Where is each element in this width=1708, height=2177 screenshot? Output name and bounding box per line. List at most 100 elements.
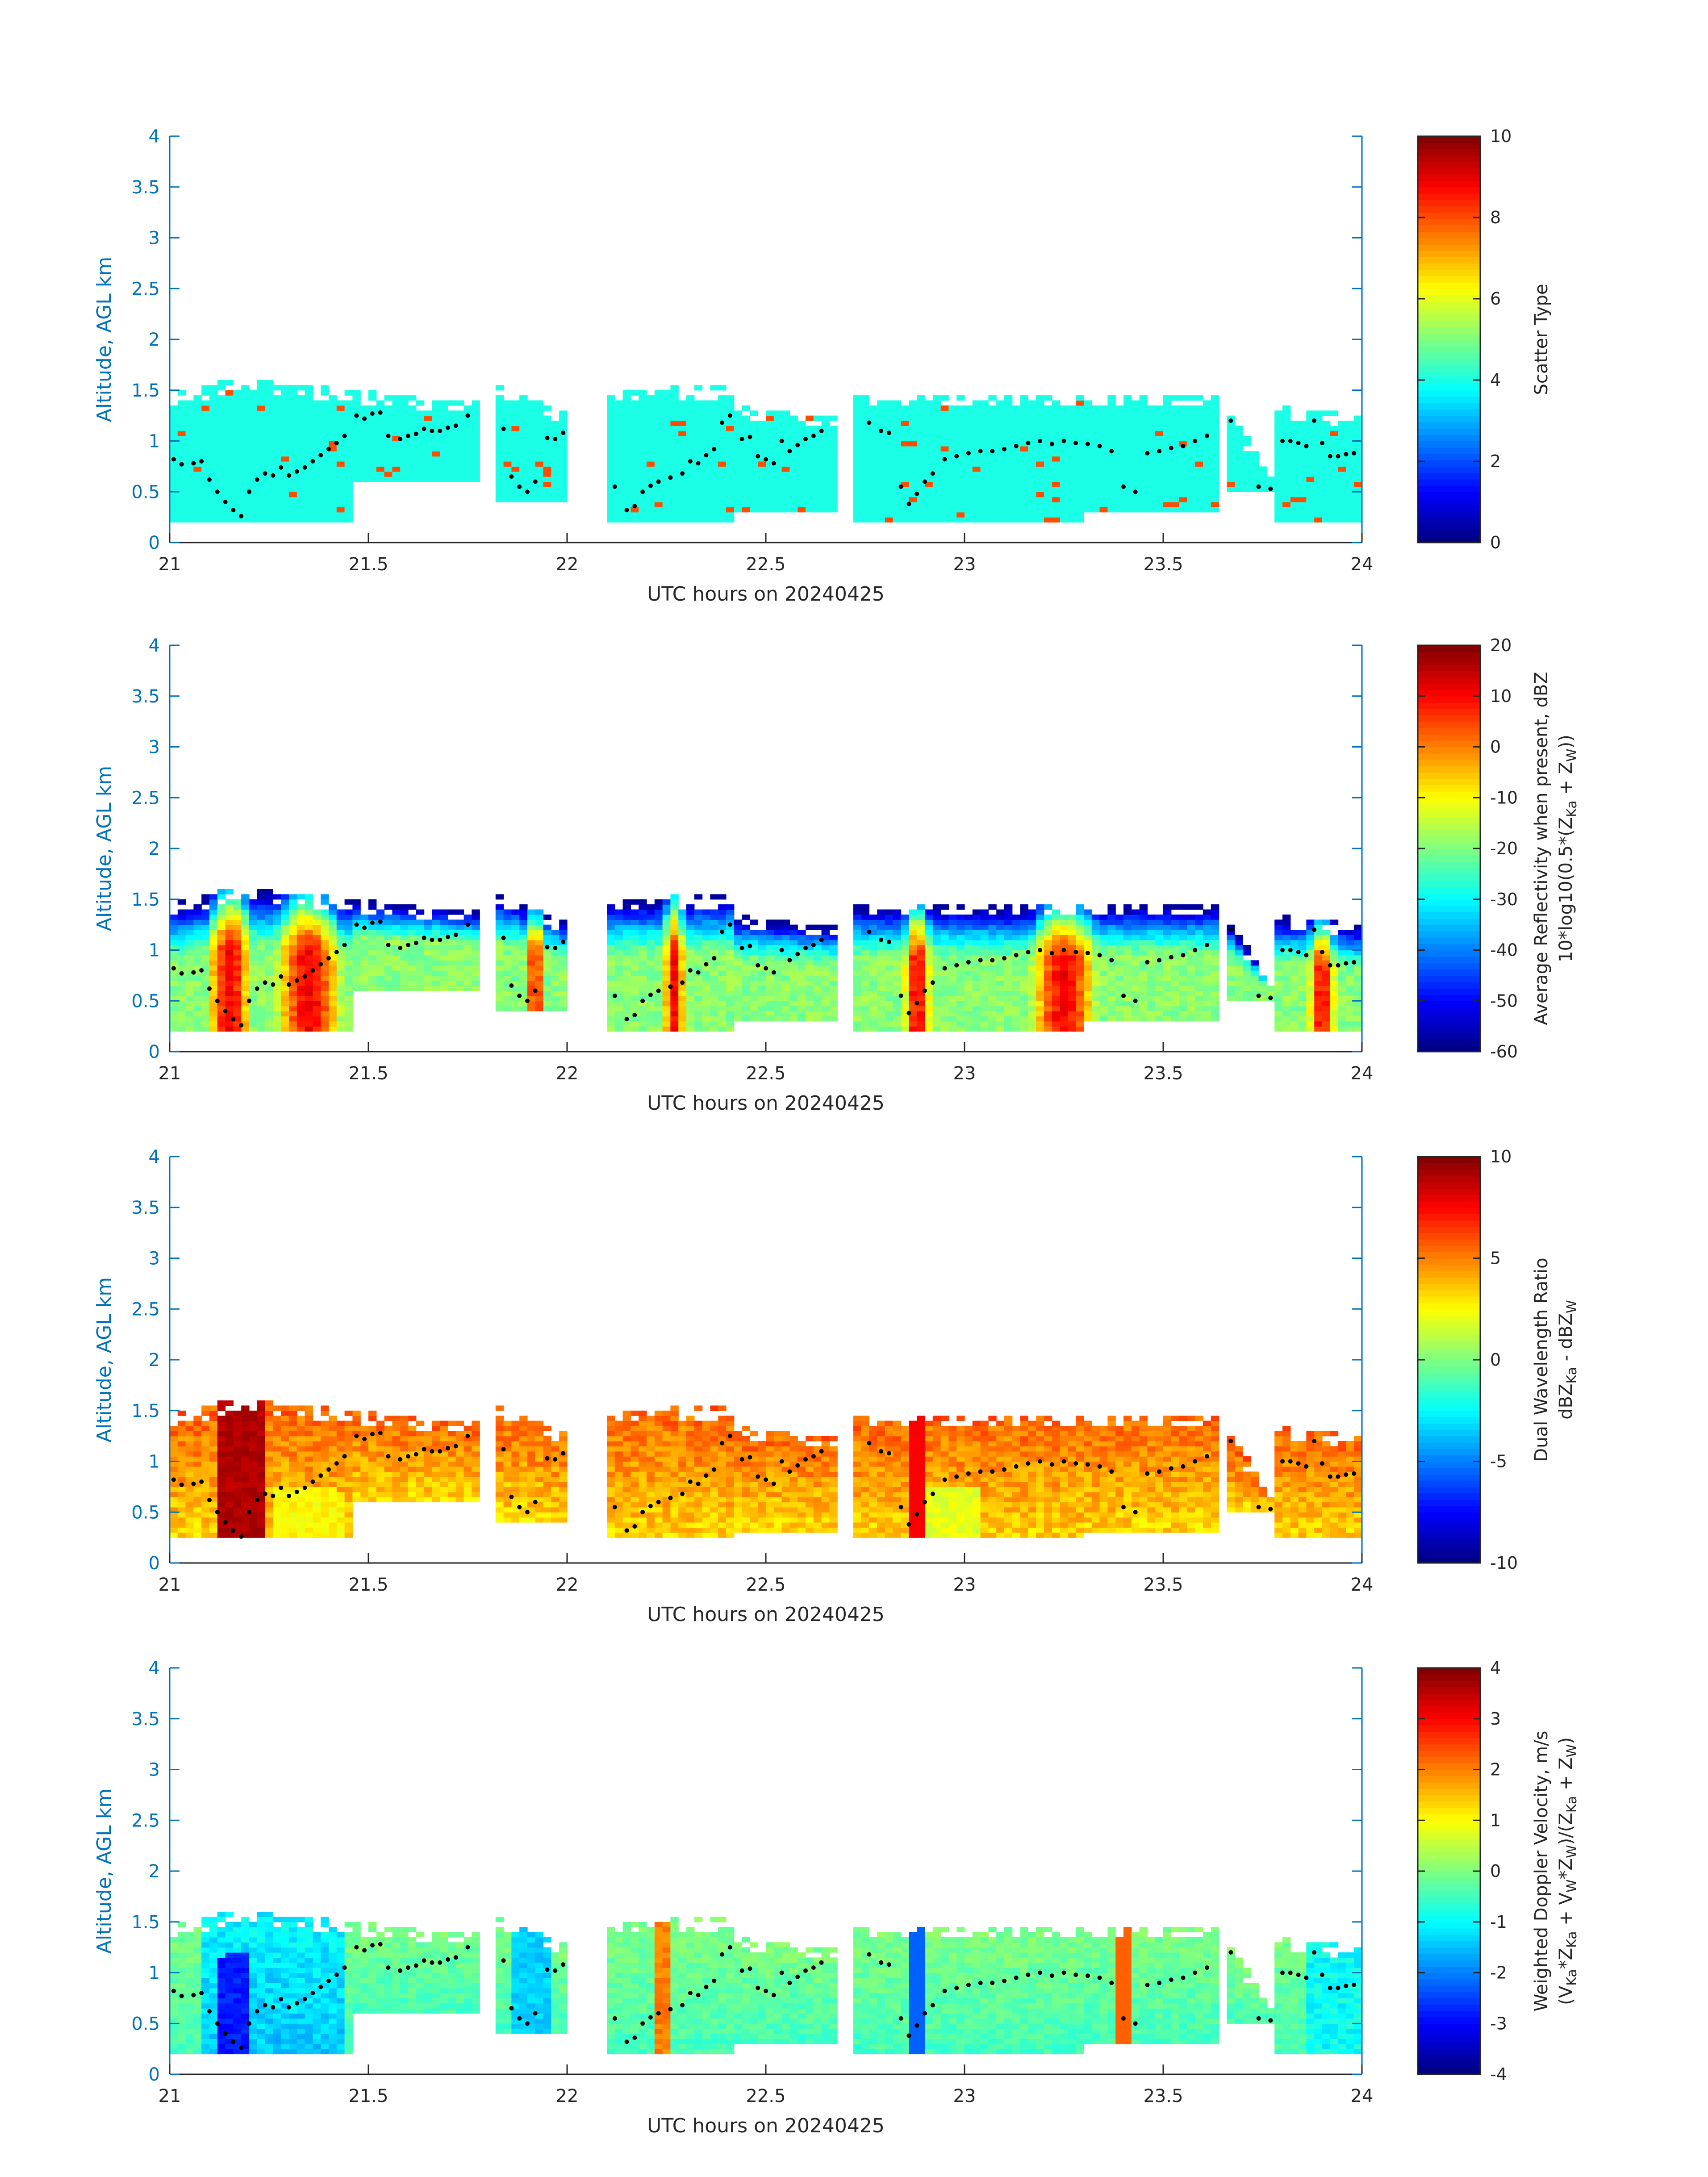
heatmap-cell [1274,512,1283,518]
heatmap-cell [257,1006,266,1011]
heatmap-cell [940,466,949,472]
heatmap-cell [225,476,234,482]
heatmap-cell [217,930,226,935]
heatmap-cell [1036,471,1044,477]
heatmap-cell [1044,517,1052,523]
heatmap-cell [1004,421,1013,426]
heatmap-cell [1099,486,1108,492]
heatmap-cell [170,1011,178,1016]
heatmap-cell [806,950,814,956]
heatmap-cell [1139,446,1148,451]
heatmap-cell [631,456,639,462]
heatmap-cell [622,945,631,951]
cloud-base-point [215,489,220,494]
heatmap-cell [956,512,965,518]
heatmap-cell [980,421,989,426]
heatmap-cell [829,507,838,513]
heatmap-cell [734,421,743,426]
heatmap-cell [193,471,202,477]
heatmap-cell [416,955,425,961]
heatmap-cell [201,390,210,396]
heatmap-cell [209,430,218,436]
heatmap-cell [519,955,528,961]
heatmap-cell [376,415,385,421]
heatmap-cell [329,1021,337,1027]
heatmap-cell [559,456,568,462]
cloud-base-point [712,447,717,451]
heatmap-cell [861,446,869,451]
heatmap-cell [384,919,393,925]
heatmap-cell [1195,451,1203,457]
heatmap-cell [932,456,941,462]
heatmap-cell [241,385,250,391]
heatmap-cell [209,517,218,523]
heatmap-cell [225,899,234,905]
heatmap-cell [893,512,902,518]
heatmap-cell [265,456,273,462]
heatmap-cell [551,965,560,971]
heatmap-cell [551,451,560,457]
heatmap-cell [1322,461,1331,467]
heatmap-cell [972,426,981,431]
heatmap-cell [622,950,631,956]
heatmap-cell [750,476,758,482]
heatmap-cell [766,410,774,416]
heatmap-cell [798,481,806,487]
heatmap-cell [734,451,743,457]
heatmap-cell [686,940,695,945]
heatmap-cell [344,512,353,518]
heatmap-cell [766,436,774,442]
heatmap-cell [1298,471,1307,477]
heatmap-cell [718,965,727,971]
heatmap-cell [781,1011,790,1016]
heatmap-cell [329,481,337,487]
heatmap-cell [750,481,758,487]
heatmap-cell [416,436,425,442]
heatmap-cell [901,441,909,447]
heatmap-cell [177,950,186,956]
heatmap-cell [798,980,806,986]
heatmap-cell [360,975,369,981]
heatmap-cell [607,945,615,951]
heatmap-cell [329,507,337,513]
heatmap-cell [170,919,178,925]
heatmap-cell [781,919,790,925]
heatmap-cell [773,1016,782,1022]
heatmap-cell [1155,415,1164,421]
heatmap-cell [631,909,639,915]
heatmap-cell [233,1011,242,1016]
heatmap-cell [940,497,949,502]
heatmap-cell [1155,461,1164,467]
heatmap-cell [956,517,965,523]
heatmap-cell [1044,507,1052,513]
heatmap-cell [702,975,710,981]
heatmap-cell [440,914,448,920]
heatmap-cell [336,980,345,986]
heatmap-cell [988,426,997,431]
heatmap-cell [869,471,877,477]
heatmap-cell [1314,456,1323,462]
heatmap-cell [321,1021,329,1027]
heatmap-cell [440,430,448,436]
heatmap-cell [965,507,973,513]
heatmap-cell [773,492,782,497]
heatmap-cell [209,456,218,462]
heatmap-cell [1004,461,1013,467]
heatmap-cell [289,415,297,421]
heatmap-cell [980,415,989,421]
heatmap-cell [877,471,885,477]
heatmap-cell [472,426,480,431]
cloud-base-point [1073,441,1078,445]
heatmap-cell [631,935,639,940]
heatmap-cell [647,441,655,447]
heatmap-cell [551,486,560,492]
heatmap-cell [296,935,305,940]
heatmap-cell [1155,436,1164,442]
heatmap-cell [718,960,727,966]
heatmap-cell [527,426,536,431]
heatmap-cell [1290,517,1299,523]
cloud-base-point [612,484,617,489]
heatmap-cell [654,1001,663,1007]
heatmap-cell [1139,410,1148,416]
